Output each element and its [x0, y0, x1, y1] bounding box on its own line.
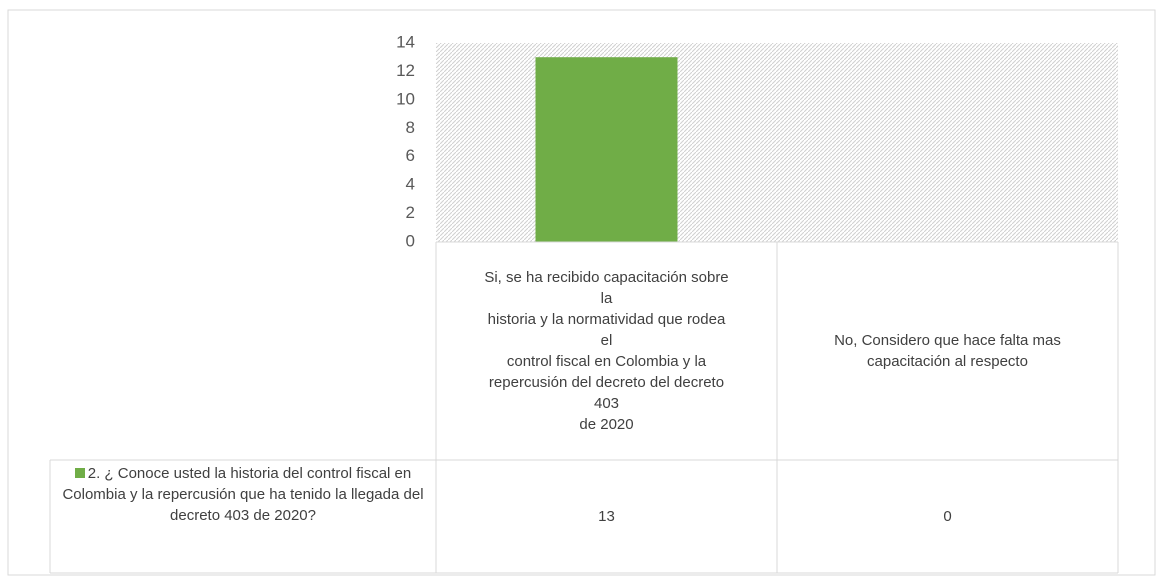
y-tick-label: 8	[406, 118, 415, 137]
category-label: No, Considero que hace falta mas capacit…	[834, 332, 1061, 370]
y-tick-label: 12	[396, 61, 415, 80]
y-tick-label: 4	[406, 175, 415, 194]
legend-cell: 2. ¿ Conoce usted la historia del contro…	[50, 460, 436, 573]
table-value: 0	[943, 508, 952, 525]
y-tick-label: 0	[406, 231, 415, 250]
legend-swatch	[74, 468, 85, 478]
category-label: Si, se ha recibido capacitación sobre la…	[484, 269, 729, 433]
table-value: 13	[598, 508, 615, 525]
chart-border	[7, 9, 1156, 576]
bar	[535, 57, 678, 242]
y-tick-label: 2	[406, 203, 415, 222]
y-tick-label: 10	[396, 89, 415, 108]
y-tick-label: 14	[396, 32, 415, 51]
y-tick-label: 6	[406, 146, 415, 165]
legend-label: 2. ¿ Conoce usted la historia del contro…	[62, 465, 424, 524]
